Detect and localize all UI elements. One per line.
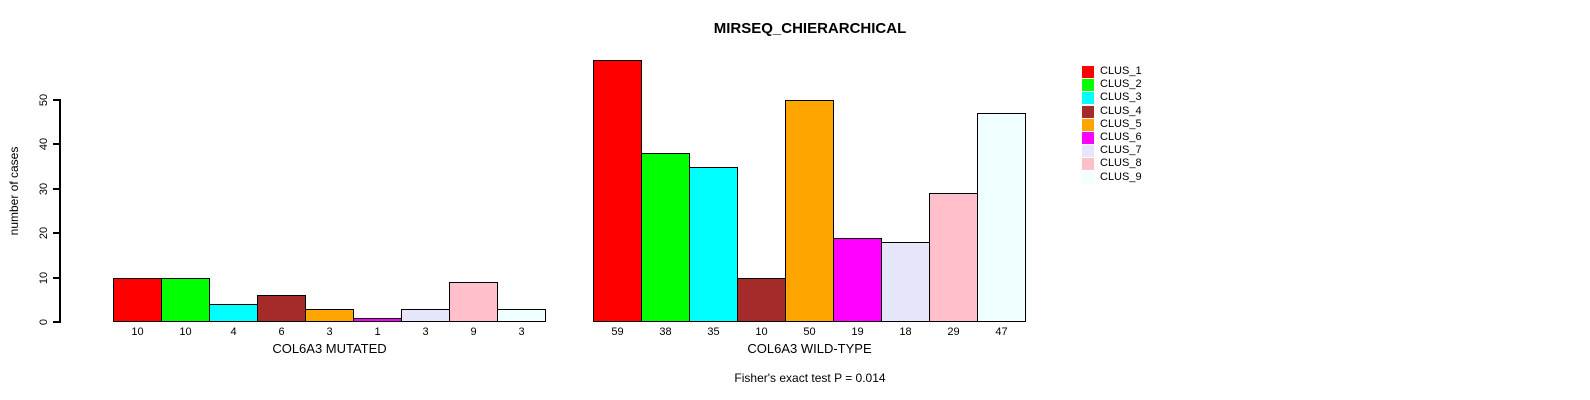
bar-clus_4 xyxy=(257,295,306,322)
y-axis-tick xyxy=(53,321,61,323)
bar-clus_7 xyxy=(401,309,450,322)
bar-clus_2 xyxy=(161,278,210,322)
bar-value-label: 10 xyxy=(131,326,144,338)
legend-swatch-clus_5 xyxy=(1082,118,1094,131)
legend-label: CLUS_9 xyxy=(1100,170,1142,183)
legend-label: CLUS_8 xyxy=(1100,157,1142,170)
bar-value-label: 50 xyxy=(803,326,816,338)
legend-label: CLUS_4 xyxy=(1100,104,1142,117)
y-axis-tick xyxy=(53,187,61,190)
bar-value-label: 3 xyxy=(422,326,429,338)
bar-clus_6 xyxy=(353,318,402,322)
legend-label: CLUS_7 xyxy=(1100,144,1142,157)
y-axis-tick xyxy=(53,99,61,101)
bar-clus_8 xyxy=(449,282,498,322)
bar-value-label: 4 xyxy=(230,326,237,338)
bar-clus_1 xyxy=(113,278,162,322)
bar-value-label: 10 xyxy=(755,326,768,338)
bar-value-label: 29 xyxy=(947,326,960,338)
legend-label: CLUS_2 xyxy=(1100,78,1142,91)
bar-value-label: 3 xyxy=(326,326,333,338)
legend-label: CLUS_5 xyxy=(1100,117,1142,130)
y-axis-tick-label: 30 xyxy=(38,182,50,195)
y-axis-tick-label: 0 xyxy=(38,318,50,326)
legend-swatch-clus_3 xyxy=(1082,92,1094,105)
legend-swatch-clus_2 xyxy=(1082,79,1094,92)
chart-title: MIRSEQ_CHIERARCHICAL xyxy=(713,20,907,37)
bar-clus_9 xyxy=(497,309,546,322)
bar-value-label: 9 xyxy=(470,326,477,338)
legend-swatch-clus_7 xyxy=(1082,145,1094,158)
x-axis-group-label: COL6A3 WILD-TYPE xyxy=(747,341,872,356)
legend-swatch-clus_8 xyxy=(1082,158,1094,171)
y-axis-title: number of cases xyxy=(7,146,21,236)
y-axis-tick xyxy=(53,232,61,235)
fisher-test-note: Fisher's exact test P = 0.014 xyxy=(734,371,886,385)
legend-label: CLUS_3 xyxy=(1100,91,1142,104)
x-axis-group-label: COL6A3 MUTATED xyxy=(272,341,387,356)
legend-swatch-clus_1 xyxy=(1082,66,1094,78)
y-axis-tick-label: 40 xyxy=(38,138,50,151)
y-axis-line xyxy=(59,100,61,323)
bar-clus_5 xyxy=(785,100,834,322)
bar-clus_1 xyxy=(593,60,642,322)
y-axis-tick-label: 10 xyxy=(38,271,50,284)
bar-value-label: 18 xyxy=(899,326,912,338)
legend-label: CLUS_6 xyxy=(1100,131,1142,143)
bar-clus_3 xyxy=(209,304,258,322)
bar-clus_3 xyxy=(689,167,738,322)
bar-clus_5 xyxy=(305,309,354,322)
bar-value-label: 10 xyxy=(179,326,192,338)
legend-swatch-clus_4 xyxy=(1082,105,1094,118)
bar-value-label: 19 xyxy=(851,326,864,338)
bar-value-label: 3 xyxy=(518,326,525,338)
bar-value-label: 38 xyxy=(659,326,672,338)
bar-clus_4 xyxy=(737,278,786,322)
bar-value-label: 6 xyxy=(278,326,285,338)
y-axis-tick xyxy=(53,143,61,146)
legend-swatch-clus_6 xyxy=(1082,132,1094,144)
bar-value-label: 1 xyxy=(374,326,381,338)
y-axis-tick xyxy=(53,276,61,279)
bar-value-label: 59 xyxy=(611,326,624,338)
bar-clus_9 xyxy=(977,113,1026,322)
y-axis-tick-label: 20 xyxy=(38,227,50,240)
bar-clus_7 xyxy=(881,242,930,322)
y-axis-tick-label: 50 xyxy=(38,93,50,107)
legend-swatch-clus_9 xyxy=(1082,171,1094,184)
bar-clus_8 xyxy=(929,193,978,322)
bar-clus_6 xyxy=(833,238,882,322)
legend-label: CLUS_1 xyxy=(1100,65,1142,77)
bar-value-label: 47 xyxy=(995,326,1008,338)
bar-clus_2 xyxy=(641,153,690,322)
bar-value-label: 35 xyxy=(707,326,720,338)
